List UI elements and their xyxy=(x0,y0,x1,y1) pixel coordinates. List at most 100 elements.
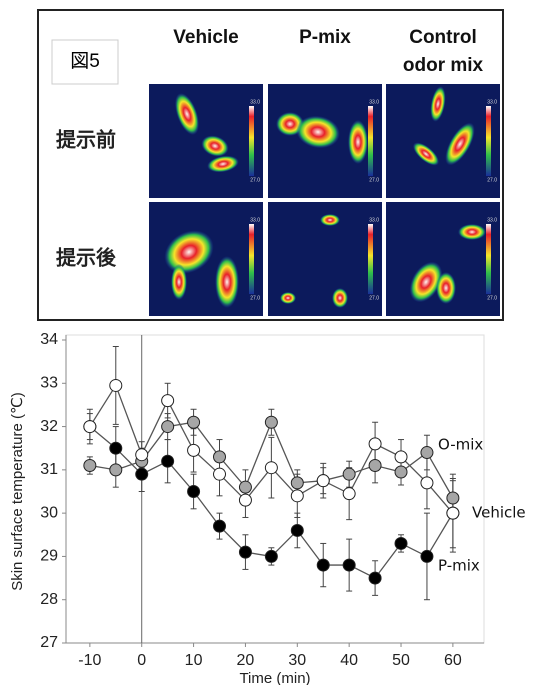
column-header: P-mix xyxy=(299,27,351,48)
y-tick-label: 32 xyxy=(40,418,58,435)
marker xyxy=(161,420,175,434)
marker xyxy=(213,519,227,533)
x-tick-label: 20 xyxy=(237,652,255,669)
marker xyxy=(264,415,278,429)
y-tick-label: 31 xyxy=(40,461,58,478)
row-header: 提示前 xyxy=(56,127,116,151)
marker xyxy=(109,441,123,455)
y-axis-label: Skin surface temperature (℃) xyxy=(9,392,26,591)
chart: 27 28 29 30 31 32 33 34 -10 0 10 20 30 40 50 60 Time (mi… xyxy=(9,331,526,687)
series-label: P-mix xyxy=(438,557,480,575)
marker xyxy=(238,480,252,494)
plot-frame xyxy=(65,334,485,644)
marker xyxy=(290,523,304,537)
heat-spot xyxy=(348,120,368,164)
colorbar-min: 27.0 xyxy=(250,295,260,301)
colorbar-min: 27.0 xyxy=(369,177,379,183)
colorbar-min: 27.0 xyxy=(369,295,379,301)
marker xyxy=(316,558,330,572)
marker xyxy=(446,506,460,520)
marker xyxy=(187,443,201,457)
marker xyxy=(238,493,252,507)
marker xyxy=(342,558,356,572)
colorbar-max: 33.0 xyxy=(250,217,260,223)
heat-spot xyxy=(201,135,229,157)
heat-spot xyxy=(280,292,296,304)
column-header: Vehicle xyxy=(173,27,239,48)
thermal-image: 33.0 27.0 xyxy=(268,202,382,316)
colorbar-max: 33.0 xyxy=(369,99,379,105)
colorbar xyxy=(368,224,373,294)
row-header: 提示後 xyxy=(56,245,117,269)
colorbar-max: 33.0 xyxy=(250,99,260,105)
heat-spot xyxy=(164,230,214,274)
x-tick-label: -10 xyxy=(78,652,101,669)
marker xyxy=(135,448,149,462)
heat-spot xyxy=(320,214,340,226)
marker xyxy=(420,446,434,460)
colorbar-min: 27.0 xyxy=(250,177,260,183)
marker xyxy=(394,536,408,550)
marker xyxy=(368,437,382,451)
thermal-image: 33.0 27.0 xyxy=(149,202,263,316)
marker xyxy=(368,571,382,585)
series-label: Vehicle xyxy=(472,504,526,522)
x-tick-label: 10 xyxy=(185,652,203,669)
heat-spot xyxy=(296,115,340,149)
marker xyxy=(316,474,330,488)
marker xyxy=(109,463,123,477)
heat-spot xyxy=(171,264,187,300)
heat-spot xyxy=(458,224,486,240)
colorbar-max: 33.0 xyxy=(487,99,497,105)
thermal-image: 33.0 27.0 xyxy=(149,84,263,198)
marker xyxy=(290,476,304,490)
y-tick-label: 30 xyxy=(40,504,58,521)
marker xyxy=(394,450,408,464)
x-tick-label: 60 xyxy=(444,652,462,669)
y-tick-label: 34 xyxy=(40,331,58,348)
marker xyxy=(161,394,175,408)
marker xyxy=(187,485,201,498)
heat-spot xyxy=(174,93,200,135)
heat-spot xyxy=(409,261,443,303)
colorbar-min: 27.0 xyxy=(487,295,497,301)
column-header: Control xyxy=(409,27,477,48)
marker xyxy=(83,459,97,473)
y-tick-label: 33 xyxy=(40,375,58,392)
thermal-image: 33.0 27.0 xyxy=(386,84,500,198)
x-tick-label: 30 xyxy=(288,652,306,669)
marker xyxy=(368,459,382,473)
thermal-image: 33.0 27.0 xyxy=(268,84,382,198)
x-tick-label: 0 xyxy=(137,652,146,669)
marker xyxy=(420,549,434,563)
figure-label: 図5 xyxy=(70,51,100,72)
heat-spot xyxy=(445,122,475,166)
y-tick-label: 28 xyxy=(40,591,58,608)
marker xyxy=(342,467,356,481)
colorbar-min: 27.0 xyxy=(487,177,497,183)
y-tick-label: 29 xyxy=(40,548,58,565)
colorbar xyxy=(486,224,491,294)
marker xyxy=(264,549,278,563)
colorbar xyxy=(249,106,254,176)
heat-spot xyxy=(412,142,440,166)
marker xyxy=(290,489,304,503)
marker xyxy=(213,467,227,481)
marker xyxy=(83,420,97,434)
colorbar xyxy=(368,106,373,176)
y-tick-label: 27 xyxy=(40,634,58,651)
series-label: O-mix xyxy=(438,436,483,454)
marker xyxy=(394,465,408,479)
marker xyxy=(342,487,356,501)
heat-spot xyxy=(332,288,348,308)
heat-spot xyxy=(215,256,239,308)
x-axis-label: Time (min) xyxy=(239,670,310,685)
marker xyxy=(446,491,460,505)
label-box xyxy=(51,39,119,85)
x-tick-label: 40 xyxy=(340,652,358,669)
marker xyxy=(213,450,227,464)
marker xyxy=(135,467,149,481)
marker xyxy=(420,476,434,490)
